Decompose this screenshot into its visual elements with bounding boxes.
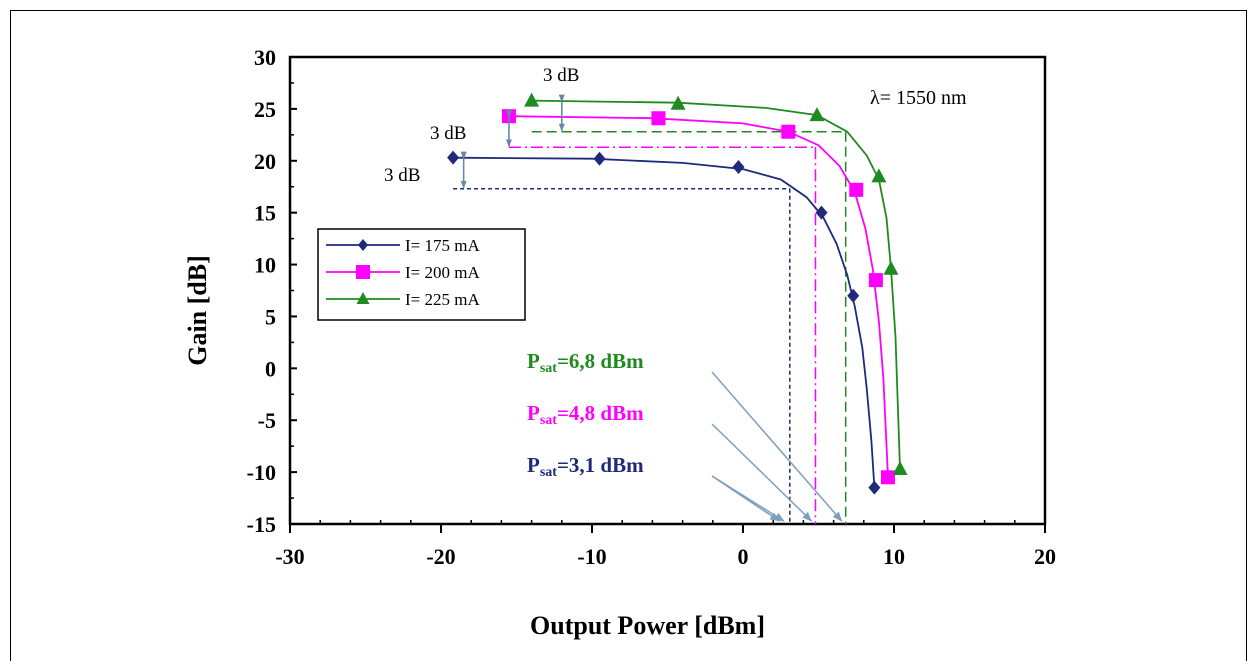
x-tick-label: 10 <box>883 544 905 569</box>
data-point-diamond <box>732 160 745 175</box>
y-tick-label: 10 <box>254 253 276 278</box>
psat-prefix: P <box>527 453 540 477</box>
psat-prefix: P <box>527 349 540 373</box>
legend-label: I= 200 mA <box>405 263 480 282</box>
data-point-diamond <box>847 288 860 303</box>
psat-arrow-extra <box>711 475 781 522</box>
data-point-triangle <box>809 107 825 122</box>
three-db-label: 3 dB <box>384 165 420 186</box>
legend-label: I= 225 mA <box>405 290 480 309</box>
y-tick-label: 15 <box>254 201 276 226</box>
series-line <box>531 99 901 470</box>
psat-value: =3,1 dBm <box>557 453 644 477</box>
psat-label: Psat=6,8 dBm <box>527 349 644 376</box>
psat-label: Psat=3,1 dBm <box>527 453 644 480</box>
legend-marker-diamond <box>358 239 368 251</box>
psat-subscript: sat <box>540 465 557 480</box>
x-tick-label: -30 <box>275 544 304 569</box>
wavelength-label: λ= 1550 nm <box>870 87 967 109</box>
data-point-diamond <box>447 150 460 165</box>
data-point-square <box>651 111 666 126</box>
psat-arrow <box>711 371 843 522</box>
x-tick-label: -20 <box>426 544 455 569</box>
y-tick-label: 25 <box>254 97 276 122</box>
data-point-triangle <box>524 92 540 107</box>
data-point-diamond <box>815 205 828 220</box>
x-tick-label: -10 <box>577 544 606 569</box>
data-point-square <box>868 273 883 288</box>
data-point-diamond <box>593 151 606 166</box>
x-axis-title: Output Power [dBm] <box>530 611 765 640</box>
psat-subscript: sat <box>540 361 557 376</box>
data-point-triangle <box>892 460 908 475</box>
x-tick-label: 20 <box>1034 544 1056 569</box>
data-point-triangle <box>883 260 899 275</box>
three-db-label: 3 dB <box>543 65 579 86</box>
y-tick-label: -5 <box>258 408 276 433</box>
data-point-diamond <box>868 480 881 495</box>
legend-marker-square <box>356 265 370 279</box>
data-point-triangle <box>670 95 686 110</box>
data-point-square <box>849 182 864 197</box>
series-line <box>453 156 876 488</box>
y-tick-label: -10 <box>247 460 276 485</box>
y-tick-label: -15 <box>247 512 276 537</box>
y-tick-label: 0 <box>265 356 276 381</box>
psat-value: =6,8 dBm <box>557 349 644 373</box>
data-point-square <box>880 470 895 485</box>
data-point-square <box>781 124 796 139</box>
series-line <box>508 115 889 478</box>
y-tick-label: 30 <box>254 45 276 70</box>
data-point-triangle <box>871 168 887 183</box>
psat-prefix: P <box>527 401 540 425</box>
legend-marker-triangle <box>356 292 370 304</box>
y-tick-label: 5 <box>265 304 276 329</box>
psat-value: =4,8 dBm <box>557 401 644 425</box>
three-db-label: 3 dB <box>430 123 466 144</box>
y-axis-title: Gain [dB] <box>183 255 212 366</box>
legend: I= 175 mA I= 200 mA I= 225 mA <box>317 228 526 321</box>
psat-arrow <box>711 423 813 522</box>
psat-subscript: sat <box>540 413 557 428</box>
legend-label: I= 175 mA <box>405 236 480 255</box>
psat-label: Psat=4,8 dBm <box>527 401 644 428</box>
x-tick-label: 0 <box>738 544 749 569</box>
y-tick-label: 20 <box>254 149 276 174</box>
